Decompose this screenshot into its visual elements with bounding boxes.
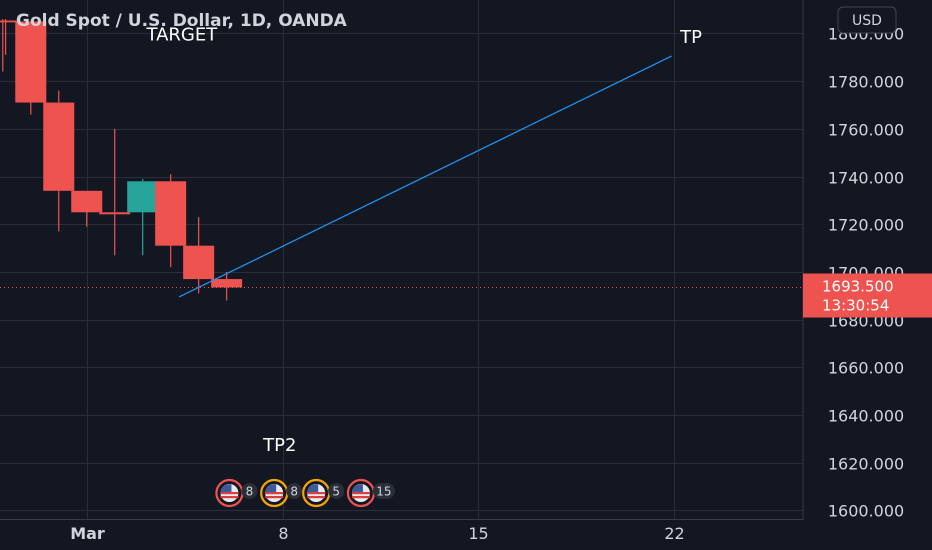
flag-canton: [307, 484, 319, 492]
flag-stripe: [265, 496, 284, 499]
price-tick-label: 1660.000: [828, 359, 904, 378]
candle: [71, 190, 103, 227]
flag-stripe: [220, 496, 239, 499]
time-tick-label: 8: [278, 524, 288, 543]
price-tick-label: 1640.000: [828, 407, 904, 426]
event-count-badge: [328, 483, 345, 499]
candle-body: [15, 21, 47, 103]
candle: [127, 178, 159, 256]
flag-stripe: [265, 492, 284, 495]
price-tick-label: 1720.000: [828, 216, 904, 235]
event-count-label: 8: [246, 485, 254, 499]
economic-event-marker[interactable]: 8: [260, 478, 303, 508]
candle-body: [155, 181, 187, 246]
time-tick-label: 22: [664, 524, 684, 543]
flag-stripe: [351, 496, 370, 499]
event-count-badge: [286, 483, 303, 499]
flag-stripe: [220, 492, 239, 495]
economic-event-marker[interactable]: 15: [346, 478, 395, 508]
price-tick-label: 1780.000: [828, 73, 904, 92]
annotation-label: TP: [679, 27, 702, 48]
candle-body: [211, 279, 243, 288]
annotations: TARGET TP TP2: [145, 25, 702, 456]
flag-canton: [265, 484, 277, 492]
currency-button[interactable]: USD: [837, 6, 897, 34]
grid: [0, 0, 803, 520]
economic-events: 8 8 5 15: [215, 478, 395, 508]
event-count-label: 5: [332, 485, 340, 499]
flag-canton: [351, 484, 363, 492]
price-tag-box: [803, 273, 932, 318]
currency-label: USD: [852, 13, 882, 29]
event-count-badge: [241, 483, 258, 499]
current-price-tag: 1693.500 13:30:54: [803, 273, 932, 318]
time-axis[interactable]: Mar 8 15 22: [70, 524, 684, 543]
candle: [15, 21, 47, 115]
candle: [99, 128, 131, 256]
flag-stripe: [351, 492, 370, 495]
economic-event-marker[interactable]: 8: [215, 478, 258, 508]
candle-body: [99, 212, 131, 215]
currency-button-frame: [837, 6, 897, 34]
candle: [43, 90, 75, 232]
price-tick-label: 1600.000: [828, 502, 904, 521]
drawings: [0, 55, 803, 298]
time-tick-label: 15: [468, 524, 488, 543]
trend-line: [178, 55, 672, 298]
price-tick-label: 1760.000: [828, 121, 904, 140]
event-count-label: 8: [290, 485, 298, 499]
event-count-badge: [372, 483, 395, 499]
candle-body: [127, 181, 159, 213]
bar-countdown-label: 13:30:54: [822, 297, 889, 315]
candle-body: [43, 102, 75, 191]
annotation-label: TP2: [262, 435, 296, 456]
flag-stripe: [307, 492, 326, 495]
candle: [183, 217, 215, 294]
candle-body: [71, 190, 103, 213]
candle: [155, 174, 187, 268]
flag-canton: [220, 484, 232, 492]
price-tick-label: 1740.000: [828, 169, 904, 188]
time-tick-label: Mar: [70, 524, 105, 543]
price-tick-label: 1620.000: [828, 455, 904, 474]
annotation-label: TARGET: [145, 25, 218, 46]
event-count-label: 15: [376, 485, 391, 499]
candle: [0, 19, 16, 72]
candle: [211, 271, 243, 301]
candles: [0, 19, 243, 301]
symbol-title[interactable]: Gold Spot / U.S. Dollar, 1D, OANDA: [16, 11, 348, 31]
current-price-label: 1693.500: [822, 278, 894, 296]
candle-body: [183, 245, 215, 280]
flag-stripe: [307, 496, 326, 499]
economic-event-marker[interactable]: 5: [302, 478, 345, 508]
